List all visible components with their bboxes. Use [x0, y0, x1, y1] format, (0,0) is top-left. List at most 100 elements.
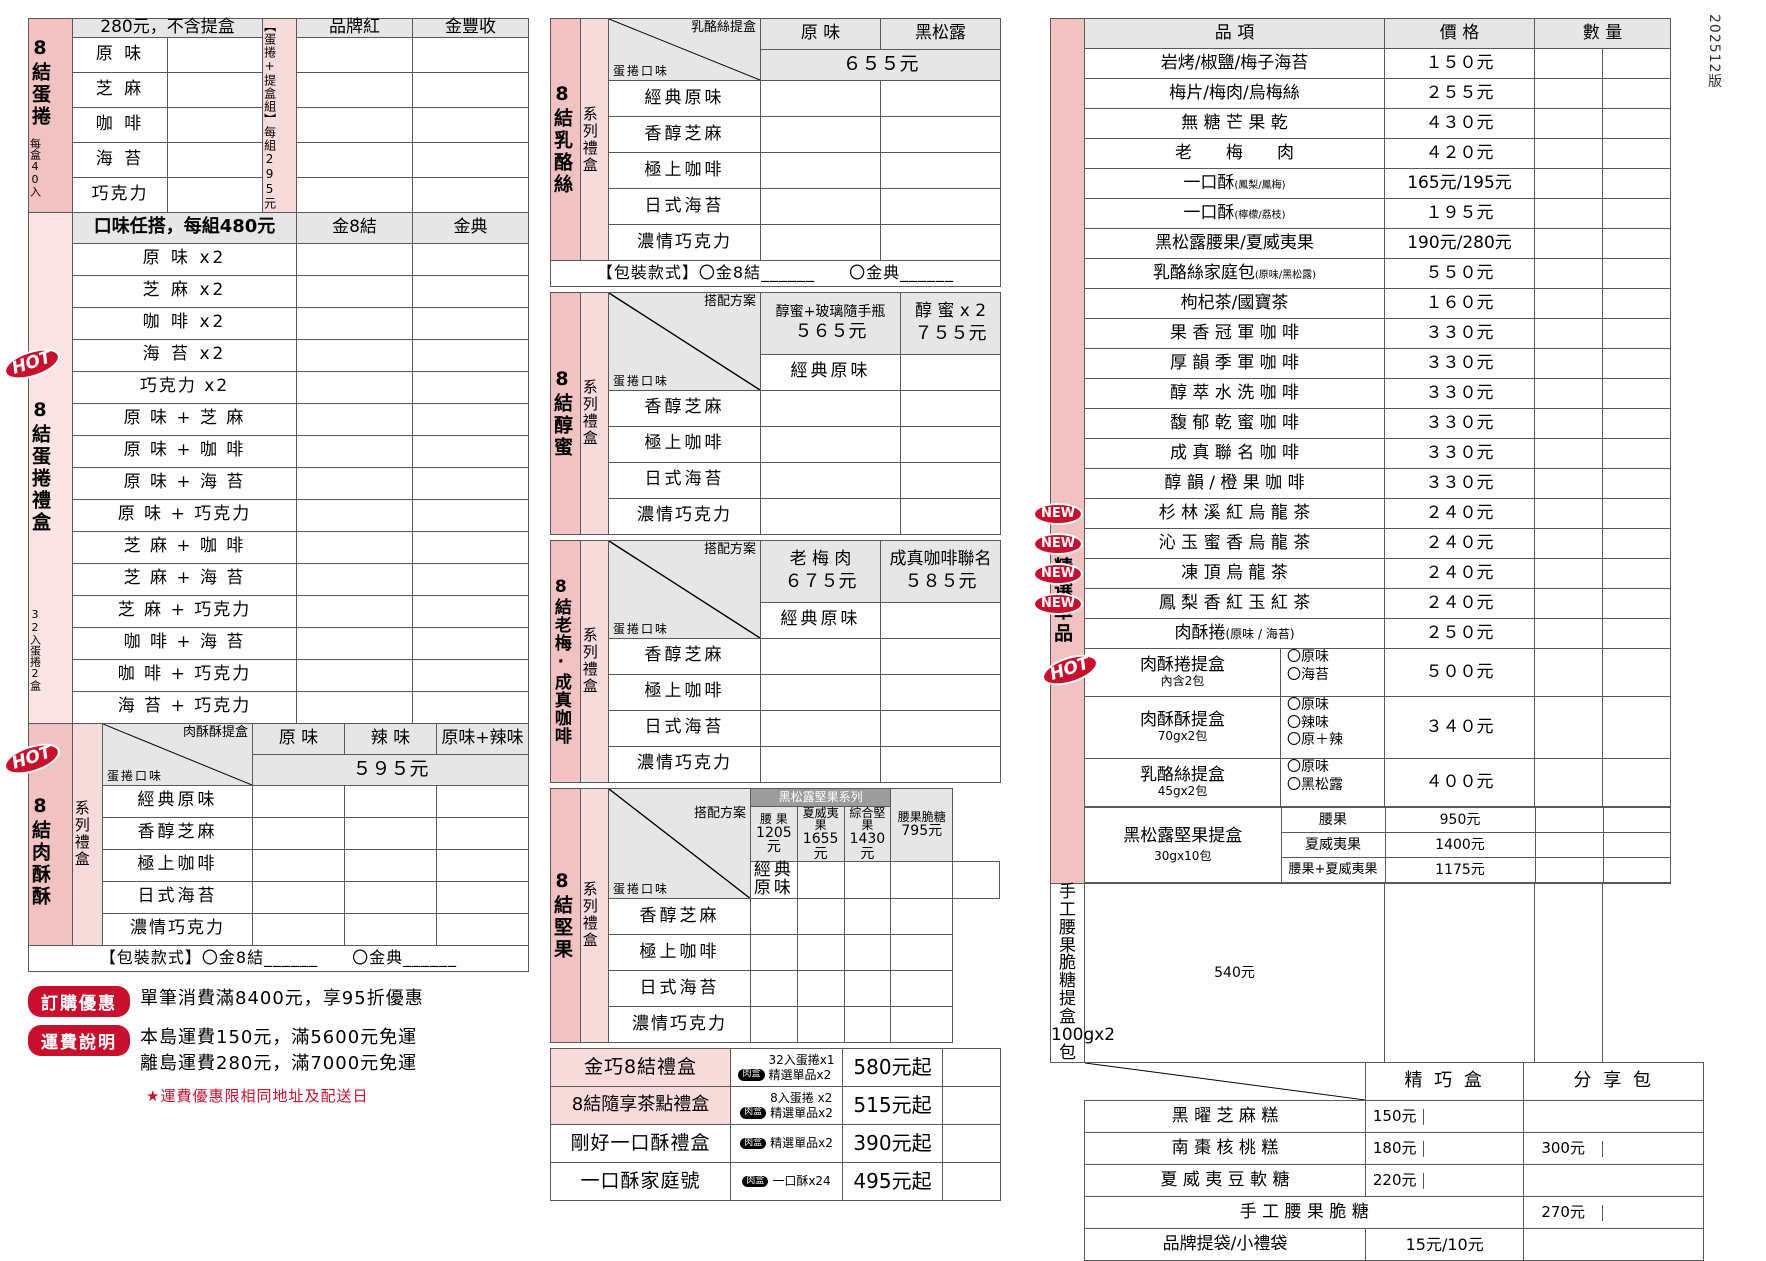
- nut-qty-a-4[interactable]: [750, 1006, 798, 1044]
- item-qty2-8[interactable]: [1602, 288, 1671, 319]
- eggroll-qty-plain-0[interactable]: [167, 36, 263, 73]
- pork-qty-b-1[interactable]: [344, 816, 437, 850]
- nut-qty-c-3[interactable]: [843, 970, 892, 1008]
- cake-share-qty-1[interactable]: [1602, 1141, 1703, 1157]
- giftbox-qty-b-13[interactable]: [412, 658, 529, 692]
- eggroll-qty-gold-2[interactable]: [412, 106, 529, 143]
- item-qty2-10[interactable]: [1602, 348, 1671, 379]
- option-qty-1[interactable]: [1534, 696, 1603, 759]
- eggroll-qty-brandred-4[interactable]: [296, 176, 413, 213]
- item-qty-13[interactable]: [1534, 438, 1603, 469]
- giftbox-qty-a-4[interactable]: [296, 370, 413, 404]
- eggroll-qty-brandred-1[interactable]: [296, 71, 413, 108]
- plum-qty-a-3[interactable]: [760, 709, 881, 747]
- pork-qty-c-4[interactable]: [436, 912, 529, 946]
- honey-qty-a-2[interactable]: [760, 425, 901, 463]
- set-qty-2[interactable]: [942, 1124, 1001, 1164]
- plum-qty-b-2[interactable]: [880, 673, 1001, 711]
- set-qty-0[interactable]: [942, 1048, 1001, 1088]
- item-qty2-4[interactable]: [1602, 168, 1671, 199]
- nutbox-qty-0[interactable]: [1534, 807, 1604, 833]
- giftbox-qty-b-11[interactable]: [412, 594, 529, 628]
- nut-qty-d-1[interactable]: [890, 898, 954, 936]
- item-qty-12[interactable]: [1534, 408, 1603, 439]
- item-qty2-15[interactable]: [1602, 498, 1671, 529]
- plum-qty-a-4[interactable]: [760, 745, 881, 783]
- item-qty-2[interactable]: [1534, 108, 1603, 139]
- giftbox-qty-b-10[interactable]: [412, 562, 529, 596]
- item-qty2-19[interactable]: [1602, 618, 1671, 649]
- nut-qty-c-4[interactable]: [843, 1006, 892, 1044]
- giftbox-qty-a-7[interactable]: [296, 466, 413, 500]
- brittle-qty[interactable]: [1384, 882, 1535, 1064]
- nut-qty-b-0[interactable]: [843, 861, 892, 900]
- giftbox-qty-b-12[interactable]: [412, 626, 529, 660]
- option-1-2[interactable]: 〇原＋辣: [1287, 732, 1343, 748]
- nut-qty-d-0[interactable]: [952, 861, 1000, 900]
- nut-qty-d-3[interactable]: [890, 970, 954, 1008]
- option-qty2-2[interactable]: [1602, 758, 1671, 807]
- item-qty2-1[interactable]: [1602, 78, 1671, 109]
- option-qty-2[interactable]: [1534, 758, 1603, 807]
- nut-qty-d-2[interactable]: [890, 934, 954, 972]
- giftbox-qty-a-6[interactable]: [296, 434, 413, 468]
- item-qty2-17[interactable]: [1602, 558, 1671, 589]
- item-qty2-6[interactable]: [1602, 228, 1671, 259]
- giftbox-qty-a-8[interactable]: [296, 498, 413, 532]
- eggroll-qty-brandred-0[interactable]: [296, 36, 413, 73]
- item-qty-16[interactable]: [1534, 528, 1603, 559]
- cake-small-qty-1[interactable]: [1424, 1141, 1523, 1157]
- honey-qty-a-0[interactable]: [900, 353, 1001, 391]
- giftbox-qty-a-5[interactable]: [296, 402, 413, 436]
- honey-qty-b-4[interactable]: [900, 497, 1001, 535]
- cheese-qty-a-4[interactable]: [760, 224, 881, 261]
- plum-qty-b-3[interactable]: [880, 709, 1001, 747]
- cheese-qty-b-2[interactable]: [880, 152, 1001, 189]
- option-2-1[interactable]: 〇黑松露: [1287, 776, 1343, 793]
- giftbox-qty-b-7[interactable]: [412, 466, 529, 500]
- nut-qty-c-2[interactable]: [843, 934, 892, 972]
- nutbox-qty-2[interactable]: [1534, 857, 1604, 883]
- option-1-0[interactable]: 〇原味: [1287, 697, 1329, 713]
- giftbox-qty-a-0[interactable]: [296, 242, 413, 276]
- cake-share-qty-3[interactable]: [1602, 1205, 1703, 1221]
- option-choices-2[interactable]: 〇原味 〇黑松露: [1280, 759, 1384, 806]
- item-qty-6[interactable]: [1534, 228, 1603, 259]
- honey-qty-a-4[interactable]: [760, 497, 901, 535]
- giftbox-qty-b-5[interactable]: [412, 402, 529, 436]
- giftbox-qty-a-12[interactable]: [296, 626, 413, 660]
- giftbox-qty-a-9[interactable]: [296, 530, 413, 564]
- plum-qty-a-0[interactable]: [880, 601, 1001, 639]
- item-qty-0[interactable]: [1534, 48, 1603, 79]
- nut-qty-b-3[interactable]: [796, 970, 845, 1008]
- giftbox-qty-a-2[interactable]: [296, 306, 413, 340]
- giftbox-qty-a-13[interactable]: [296, 658, 413, 692]
- item-qty2-11[interactable]: [1602, 378, 1671, 409]
- nut-qty-b-2[interactable]: [796, 934, 845, 972]
- pork-qty-c-2[interactable]: [436, 848, 529, 882]
- item-qty-7[interactable]: [1534, 258, 1603, 289]
- pork-qty-a-0[interactable]: [252, 784, 345, 818]
- option-qty2-1[interactable]: [1602, 696, 1671, 759]
- item-qty-9[interactable]: [1534, 318, 1603, 349]
- item-qty-1[interactable]: [1534, 78, 1603, 109]
- item-qty-3[interactable]: [1534, 138, 1603, 169]
- option-0-0[interactable]: 〇原味: [1287, 649, 1329, 665]
- option-0-1[interactable]: 〇海苔: [1287, 666, 1329, 683]
- cheese-qty-b-3[interactable]: [880, 188, 1001, 225]
- cake-small-qty-2[interactable]: [1424, 1173, 1523, 1189]
- set-qty-3[interactable]: [942, 1162, 1001, 1202]
- nut-qty-b-1[interactable]: [796, 898, 845, 936]
- set-qty-1[interactable]: [942, 1086, 1001, 1126]
- giftbox-qty-b-2[interactable]: [412, 306, 529, 340]
- pork-qty-c-0[interactable]: [436, 784, 529, 818]
- nut-qty-b-4[interactable]: [796, 1006, 845, 1044]
- nut-qty-a-3[interactable]: [750, 970, 798, 1008]
- option-choices-0[interactable]: 〇原味 〇海苔: [1280, 649, 1384, 696]
- nutbox-qty-1[interactable]: [1534, 832, 1604, 858]
- giftbox-qty-b-8[interactable]: [412, 498, 529, 532]
- giftbox-qty-a-3[interactable]: [296, 338, 413, 372]
- item-qty2-2[interactable]: [1602, 108, 1671, 139]
- plum-qty-a-1[interactable]: [760, 637, 881, 675]
- nutbox-qty2-2[interactable]: [1602, 857, 1671, 883]
